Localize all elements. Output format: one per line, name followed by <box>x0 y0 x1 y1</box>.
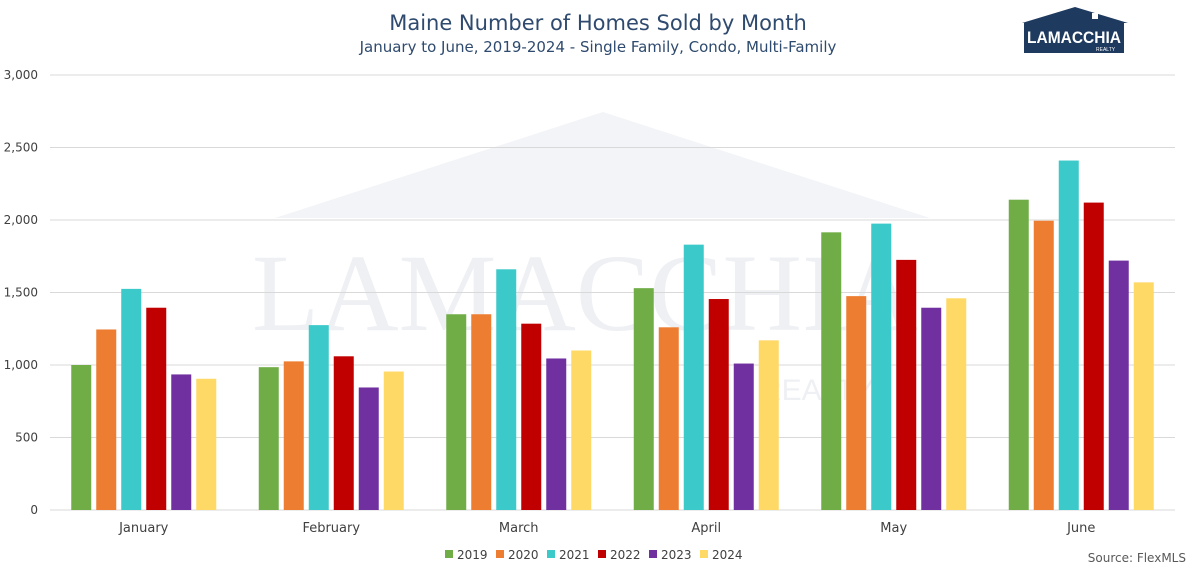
bar-june-2021 <box>1058 160 1079 511</box>
x-category-label: June <box>1066 521 1095 536</box>
logo-window-icon <box>1092 13 1098 19</box>
chart-subtitle: January to June, 2019-2024 - Single Fami… <box>359 38 837 56</box>
bar-january-2021 <box>121 288 142 510</box>
gridlines <box>50 74 1175 511</box>
x-axis-categories: January February March April May June <box>118 521 1095 536</box>
bar-january-2023 <box>171 374 192 510</box>
legend-label: 2023 <box>661 548 692 562</box>
watermark-window <box>716 172 752 208</box>
legend-label: 2024 <box>712 548 743 562</box>
bar-april-2019 <box>633 288 654 510</box>
bar-february-2019 <box>258 367 279 510</box>
bar-march-2023 <box>546 358 567 510</box>
y-axis-ticks: 0 500 1,000 1,500 2,000 2,500 3,000 <box>4 68 38 517</box>
legend: 2019 2020 2021 2022 2023 2024 <box>445 548 743 562</box>
bar-january-2022 <box>146 307 167 510</box>
bar-january-2020 <box>96 329 117 510</box>
bar-march-2019 <box>446 314 467 510</box>
legend-label: 2022 <box>610 548 641 562</box>
x-category-label: May <box>880 521 907 536</box>
y-tick-label: 1,000 <box>4 358 38 372</box>
legend-swatch-2023 <box>649 550 657 558</box>
legend-swatch-2024 <box>700 550 708 558</box>
bar-february-2022 <box>333 356 354 510</box>
bar-april-2023 <box>733 363 754 510</box>
company-logo: LAMACCHIA REALTY <box>1022 7 1128 53</box>
bar-june-2019 <box>1008 199 1029 510</box>
source-note: Source: FlexMLS <box>1088 551 1186 565</box>
bars <box>71 160 1154 511</box>
logo-roof <box>1022 7 1128 23</box>
bar-february-2024 <box>383 371 404 510</box>
x-category-label: April <box>691 521 721 536</box>
x-category-label: March <box>499 521 539 536</box>
y-tick-label: 0 <box>30 503 38 517</box>
bar-april-2020 <box>658 327 679 510</box>
bar-april-2024 <box>758 340 779 510</box>
y-tick-label: 500 <box>15 431 38 445</box>
chart-title: Maine Number of Homes Sold by Month <box>389 11 807 35</box>
bar-january-2019 <box>71 365 92 510</box>
legend-label: 2019 <box>457 548 488 562</box>
legend-label: 2021 <box>559 548 590 562</box>
logo-box <box>1024 23 1124 53</box>
legend-swatch-2021 <box>547 550 555 558</box>
x-category-label: February <box>302 521 360 536</box>
bar-april-2022 <box>708 299 729 510</box>
bar-may-2022 <box>896 259 917 510</box>
y-tick-label: 2,000 <box>4 213 38 227</box>
bar-june-2020 <box>1033 220 1054 510</box>
bar-march-2024 <box>571 350 592 510</box>
bar-june-2024 <box>1133 282 1154 510</box>
y-tick-label: 3,000 <box>4 68 38 82</box>
bar-may-2023 <box>921 307 942 510</box>
bar-april-2021 <box>683 244 704 510</box>
logo-text: LAMACCHIA <box>1027 28 1121 47</box>
y-tick-label: 2,500 <box>4 141 38 155</box>
bar-march-2020 <box>471 314 492 510</box>
legend-label: 2020 <box>508 548 539 562</box>
bar-march-2022 <box>521 323 542 510</box>
bar-june-2022 <box>1083 202 1104 510</box>
legend-swatch-2019 <box>445 550 453 558</box>
x-category-label: January <box>118 521 169 536</box>
logo-subtext: REALTY <box>1096 47 1116 53</box>
bar-may-2019 <box>821 232 842 510</box>
bar-june-2023 <box>1108 260 1129 510</box>
y-tick-label: 1,500 <box>4 286 38 300</box>
bar-may-2021 <box>871 223 892 510</box>
bar-january-2024 <box>196 378 217 510</box>
legend-swatch-2020 <box>496 550 504 558</box>
bar-february-2021 <box>308 325 329 510</box>
bar-may-2020 <box>846 296 867 510</box>
bar-may-2024 <box>946 298 967 510</box>
bar-february-2023 <box>358 387 379 510</box>
bar-february-2020 <box>283 361 304 510</box>
legend-swatch-2022 <box>598 550 606 558</box>
bar-march-2021 <box>496 269 517 510</box>
watermark-roof <box>275 112 930 218</box>
